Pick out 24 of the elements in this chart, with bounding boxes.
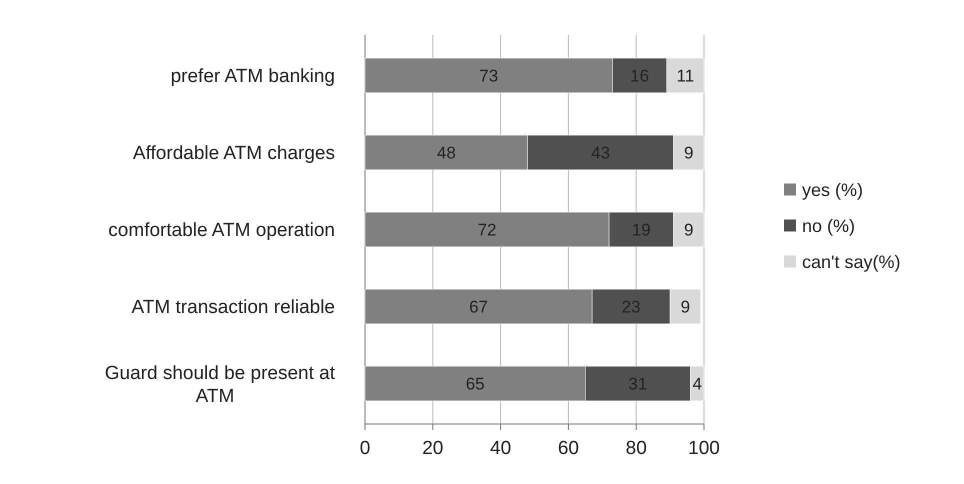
x-tick-label: 0 [360,438,370,459]
data-label: 11 [676,66,694,86]
x-tick-label: 20 [422,438,444,459]
x-tick-label: 80 [626,438,647,459]
x-tick-label: 60 [558,438,579,459]
y-tick-label: Affordable ATM charges [132,143,335,164]
y-tick-label: ATM transaction reliable [132,297,335,318]
x-tick-label: 40 [490,438,512,459]
legend-label: yes (%) [802,180,864,200]
data-label: 48 [436,143,456,162]
data-label: 72 [478,220,496,240]
y-tick-label: Guard should be present at ATM [104,363,336,408]
x-tick-label: 100 [688,438,720,459]
data-label: 4 [692,374,702,394]
data-label: 65 [466,374,485,394]
data-label: 9 [684,143,694,162]
y-tick-label: prefer ATM banking [170,66,335,88]
data-label: 73 [479,66,498,86]
data-label: 9 [680,297,690,316]
legend-label: no (%) [802,216,856,236]
data-label: 9 [684,220,694,240]
data-label: 67 [469,297,488,316]
legend-label: can't say(%) [802,252,900,272]
y-tick-label: comfortable ATM operation [108,220,335,242]
